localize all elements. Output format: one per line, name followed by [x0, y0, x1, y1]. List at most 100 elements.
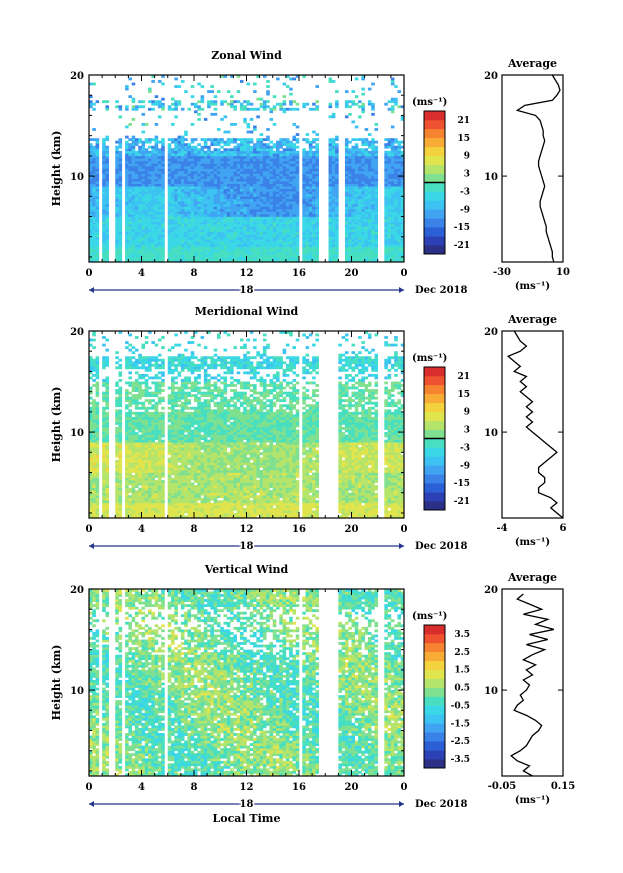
heatmap-cell [177, 251, 182, 255]
heatmap-cell [328, 213, 333, 217]
heatmap-cell [315, 145, 319, 149]
heatmap-cell [148, 186, 152, 190]
heatmap-cell [348, 226, 352, 230]
heatmap-cell [207, 249, 211, 253]
heatmap-cell [144, 140, 149, 144]
heatmap-cell [190, 254, 195, 258]
heatmap-cell [295, 107, 300, 111]
heatmap-cell [331, 186, 336, 190]
heatmap-cell [171, 186, 175, 190]
heatmap-cell [236, 148, 241, 152]
heatmap-cell [358, 206, 362, 210]
heatmap-cell [115, 236, 119, 240]
heatmap-cell [361, 229, 365, 232]
heatmap-cell [236, 196, 241, 200]
heatmap-cell [92, 181, 96, 184]
heatmap-cell [213, 163, 218, 167]
heatmap-cell [285, 140, 290, 144]
heatmap-cell [115, 444, 119, 448]
heatmap-cell [213, 236, 218, 240]
heatmap-cell [105, 480, 109, 483]
heatmap-cell [308, 145, 313, 149]
heatmap-cell [223, 224, 228, 227]
heatmap-cell [226, 221, 231, 225]
heatmap-cell [266, 259, 270, 263]
heatmap-cell [102, 434, 106, 438]
heatmap-cell [348, 140, 352, 144]
heatmap-cell [249, 196, 254, 200]
heatmap-cell [354, 224, 359, 227]
heatmap-cell [246, 102, 251, 106]
heatmap-cell [89, 442, 93, 446]
heatmap-cell [89, 497, 93, 501]
heatmap-cell [118, 331, 123, 334]
heatmap-cell [354, 188, 359, 192]
heatmap-cell [102, 254, 106, 258]
heatmap-cell [154, 95, 159, 99]
heatmap-cell [138, 196, 142, 200]
heatmap-cell [249, 171, 254, 174]
heatmap-cell [95, 231, 100, 235]
heatmap-cell [174, 203, 178, 207]
heatmap-cell [210, 231, 214, 235]
heatmap-cell [125, 143, 129, 147]
heatmap-cell [115, 150, 119, 154]
heatmap-cell [180, 135, 185, 139]
colorbar-segment [424, 119, 445, 130]
x-tick-label: 20 [345, 268, 359, 279]
heatmap-cell [302, 229, 306, 232]
heatmap-cell [315, 178, 319, 182]
heatmap-cell [141, 241, 146, 245]
heatmap-cell [216, 90, 221, 93]
heatmap-cell [161, 216, 165, 220]
heatmap-cell [200, 259, 205, 263]
heatmap-cell [230, 234, 234, 238]
heatmap-cell [161, 239, 165, 243]
heatmap-cell [374, 128, 379, 131]
heatmap-cell [95, 469, 100, 473]
heatmap-cell [364, 128, 369, 131]
heatmap-cell [223, 176, 228, 179]
heatmap-cell [167, 224, 172, 227]
heatmap-cell [105, 358, 109, 362]
heatmap-cell [266, 236, 270, 240]
heatmap-cell [374, 241, 379, 245]
heatmap-cell [394, 221, 398, 225]
heatmap-cell [102, 201, 106, 205]
heatmap-cell [187, 188, 192, 192]
heatmap-cell [364, 138, 369, 142]
heatmap-cell [331, 246, 336, 250]
heatmap-cell [131, 140, 136, 144]
heatmap-cell [295, 241, 300, 245]
heatmap-cell [394, 155, 398, 159]
heatmap-cell [282, 203, 287, 207]
heatmap-cell [371, 256, 375, 260]
heatmap-cell [131, 216, 136, 220]
heatmap-cell [246, 183, 251, 187]
heatmap-cell [115, 140, 119, 144]
heatmap-cell [144, 153, 149, 157]
heatmap-cell [364, 160, 369, 164]
heatmap-cell [295, 224, 300, 227]
heatmap-cell [180, 206, 185, 210]
heatmap-cell [223, 226, 228, 230]
heatmap-cell [223, 229, 228, 232]
heatmap-cell [285, 216, 290, 220]
heatmap-cell [289, 219, 293, 222]
heatmap-cell [174, 206, 178, 210]
heatmap-cell [249, 206, 254, 210]
heatmap-cell [115, 168, 119, 172]
heatmap-cell [279, 186, 283, 190]
heatmap-cell [184, 191, 188, 195]
heatmap-cell [223, 75, 228, 78]
heatmap-cell [233, 181, 237, 184]
heatmap-cell [125, 158, 129, 162]
heatmap-cell [115, 411, 119, 415]
heatmap-cell [236, 160, 241, 164]
heatmap-cell [289, 231, 293, 235]
heatmap-cell [246, 231, 251, 235]
heatmap-cell [249, 198, 254, 202]
heatmap-cell [207, 155, 211, 159]
heatmap-cell [118, 176, 123, 179]
heatmap-cell [138, 188, 142, 192]
